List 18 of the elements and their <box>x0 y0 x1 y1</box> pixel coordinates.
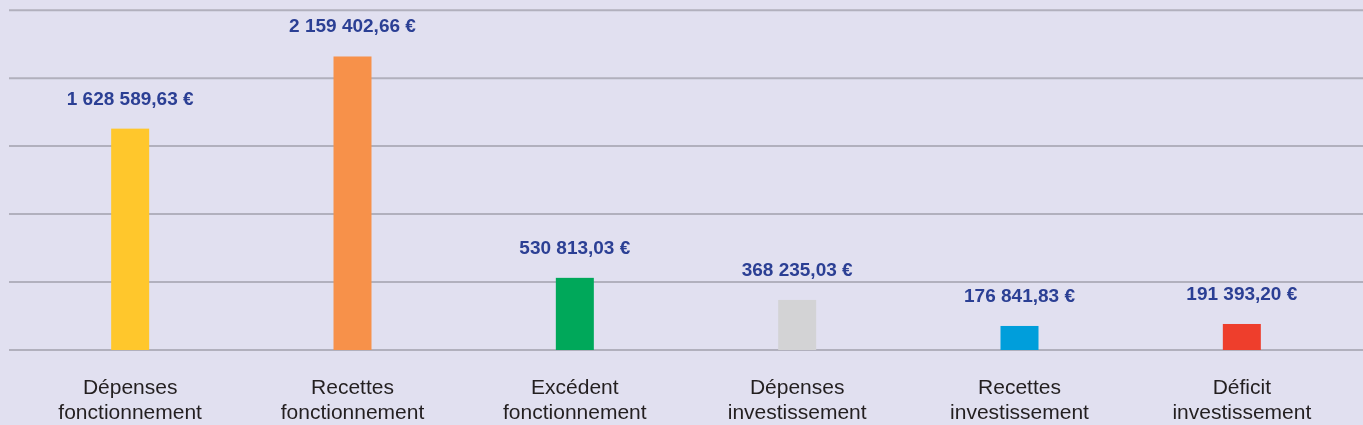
data-label: 368 235,03 € <box>741 258 854 280</box>
data-label: 191 393,20 € <box>1186 282 1298 304</box>
data-label: 530 813,03 € <box>519 236 631 258</box>
bar <box>1000 325 1039 350</box>
bar <box>1222 323 1261 350</box>
data-label: 1 628 589,63 € <box>66 87 194 109</box>
data-label: 176 841,83 € <box>964 284 1076 306</box>
x-tick-label: Dépenses fonctionnement <box>58 375 203 423</box>
x-tick-label: Dépenses investissement <box>727 375 867 423</box>
x-tick-label: Déficit investissement <box>1172 375 1312 423</box>
x-tick-label: Recettes fonctionnement <box>280 375 425 423</box>
data-label: 2 159 402,66 € <box>289 15 417 37</box>
bar <box>555 277 594 350</box>
bar <box>333 56 372 350</box>
bar <box>111 128 150 350</box>
bar <box>778 299 817 350</box>
x-tick-label: Recettes investissement <box>950 375 1090 423</box>
x-tick-label: Excédent fonctionnement <box>503 375 647 423</box>
